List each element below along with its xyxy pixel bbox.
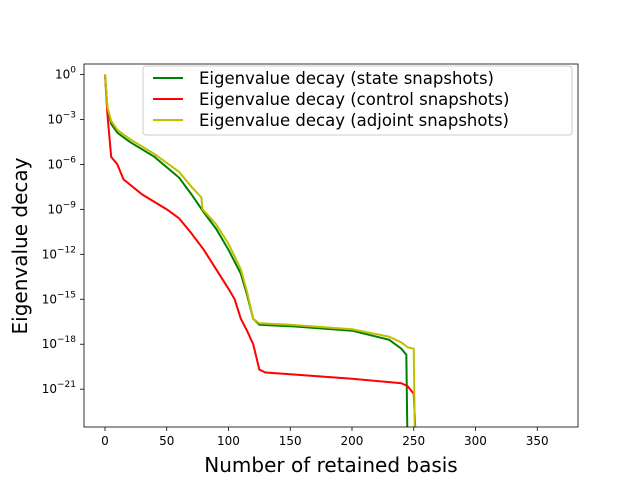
x-tick-label: 0 (101, 434, 109, 448)
y-tick-label: 10−12 (42, 245, 76, 261)
plot-area (104, 74, 417, 427)
x-tick-label: 300 (464, 434, 487, 448)
legend-label: Eigenvalue decay (control snapshots) (199, 90, 509, 109)
x-tick-label: 100 (217, 434, 240, 448)
series-line (104, 74, 409, 427)
x-tick-label: 350 (526, 434, 549, 448)
y-tick-label: 10−15 (42, 290, 76, 306)
x-tick-label: 50 (159, 434, 174, 448)
x-tick-label: 150 (279, 434, 302, 448)
legend-box (142, 65, 573, 136)
y-tick-label: 10−9 (47, 200, 76, 216)
y-axis-label: Eigenvalue decay (8, 157, 32, 334)
series-line (104, 74, 417, 427)
y-tick-label: 10−18 (42, 335, 77, 351)
legend-label: Eigenvalue decay (state snapshots) (199, 69, 494, 88)
x-tick-label: 200 (341, 434, 364, 448)
x-tick-label: 250 (402, 434, 425, 448)
y-tick-label: 10−3 (47, 110, 76, 126)
y-tick-label: 10−6 (47, 155, 76, 171)
axes-frame (83, 63, 579, 428)
y-tick-label: 100 (55, 65, 76, 81)
x-axis-label: Number of retained basis (204, 453, 457, 477)
legend-label: Eigenvalue decay (adjoint snapshots) (199, 111, 509, 130)
y-tick-label: 10−21 (42, 380, 76, 396)
series-line (104, 74, 416, 427)
